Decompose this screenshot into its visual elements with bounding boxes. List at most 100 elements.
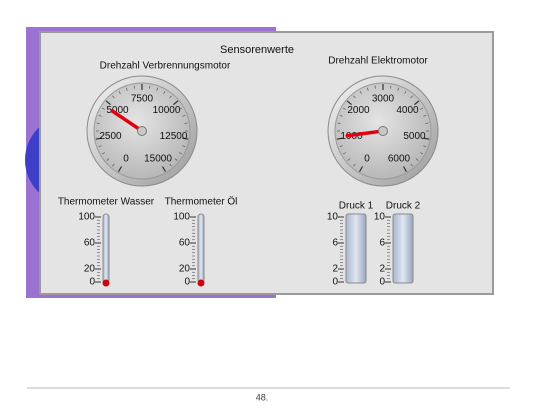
gauge-minor-tick xyxy=(425,122,429,124)
tank-tick-label: 6 xyxy=(332,238,338,249)
gauge-minor-tick xyxy=(182,145,186,148)
gauge-tick xyxy=(173,100,179,106)
gauge-tick-label: 7500 xyxy=(131,94,154,105)
gauge-minor-tick xyxy=(106,158,110,161)
gauge-tick-label: 2500 xyxy=(99,131,122,142)
gauge-minor-tick xyxy=(101,152,105,155)
tank-tick-label: 10 xyxy=(374,212,386,223)
gauge-minor-tick xyxy=(179,152,183,155)
thermometer-tick-label: 20 xyxy=(179,264,191,275)
gauge-minor-tick xyxy=(112,95,115,99)
gauge-tick-label: 4000 xyxy=(396,105,419,116)
thermometer-tube xyxy=(197,213,205,284)
gauge-minor-tick xyxy=(163,90,166,94)
gauge-minor-tick xyxy=(133,85,135,89)
gauge-tick xyxy=(336,137,343,140)
thermometer-tick-label: 20 xyxy=(84,264,96,275)
gauge-tick xyxy=(161,166,167,173)
gauge-tick xyxy=(402,166,408,173)
gauge-minor-tick xyxy=(347,158,351,161)
gauge-minor-tick xyxy=(410,95,413,99)
tank-tick-label: 0 xyxy=(379,277,385,288)
tank-tube xyxy=(392,213,414,284)
gauge-minor-tick xyxy=(98,145,102,148)
gauge-minor-tick xyxy=(353,163,356,167)
gauge-minor-tick xyxy=(169,95,172,99)
gauge-tick-label: 15000 xyxy=(144,153,172,164)
gauge-minor-tick xyxy=(174,158,178,161)
gauge-minor-tick xyxy=(359,90,362,94)
gauge-minor-tick xyxy=(125,87,128,91)
gauge-minor-tick xyxy=(149,85,151,89)
gauge-needle xyxy=(345,129,385,138)
thermometer-label: Thermometer Wasser xyxy=(58,197,155,208)
thermometer-tick-label: 60 xyxy=(84,238,96,249)
gauge-tick-label: 2000 xyxy=(347,105,370,116)
gauge-tick-label: 0 xyxy=(123,153,129,164)
gauge-minor-tick xyxy=(101,107,105,110)
gauge-tick xyxy=(105,100,111,106)
gauge-minor-tick xyxy=(423,114,427,117)
gauge-minor-tick xyxy=(410,163,413,167)
gauge-minor-tick xyxy=(98,114,102,117)
thermometer-bulb xyxy=(102,279,110,287)
gauge-minor-tick xyxy=(179,107,183,110)
panel-title: Sensorenwerte xyxy=(220,44,294,56)
gauge-minor-tick xyxy=(420,152,424,155)
gauge-tick xyxy=(414,100,420,106)
gauge-minor-tick xyxy=(415,158,419,161)
tank-tick-label: 6 xyxy=(379,238,385,249)
gauge-minor-tick xyxy=(397,87,400,91)
gauge-tick-label: 0 xyxy=(364,153,370,164)
gauge-minor-tick xyxy=(342,107,346,110)
gauge-minor-tick xyxy=(182,114,186,117)
gauge-minor-tick xyxy=(366,87,369,91)
gauge-tick-label: 6000 xyxy=(388,153,411,164)
gauge-tick-label: 10000 xyxy=(153,105,181,116)
gauge-minor-tick xyxy=(337,122,341,124)
gauge-tick xyxy=(117,166,123,173)
tank-tick-label: 0 xyxy=(332,277,338,288)
gauge-minor-tick xyxy=(390,85,392,89)
gauge-minor-tick xyxy=(169,163,172,167)
gauge-label: Drehzahl Elektromotor xyxy=(328,56,428,67)
gauge-minor-tick xyxy=(184,122,188,124)
tank-tube xyxy=(345,213,367,284)
thermometer-label: Thermometer Öl xyxy=(165,196,238,208)
gauge-minor-tick xyxy=(423,145,427,148)
gauge-minor-tick xyxy=(339,145,343,148)
gauge-hub xyxy=(378,126,388,136)
tank-tick-label: 2 xyxy=(332,264,338,275)
thermometer-tick-label: 0 xyxy=(89,277,95,288)
gauge-minor-tick xyxy=(353,95,356,99)
gauge-minor-tick xyxy=(339,114,343,117)
thermometer-bulb xyxy=(197,279,205,287)
gauge-tick xyxy=(346,100,352,106)
gauge-tick-label: 3000 xyxy=(372,94,395,105)
tank-tick-label: 2 xyxy=(379,264,385,275)
thermometer-tube xyxy=(102,213,110,284)
thermometer-tick-label: 0 xyxy=(184,277,190,288)
gauge-minor-tick xyxy=(118,90,121,94)
gauge-needle xyxy=(110,109,144,133)
gauge-minor-tick xyxy=(404,90,407,94)
tank-label: Druck 1 xyxy=(339,201,374,212)
gauge-minor-tick xyxy=(112,163,115,167)
gauge-minor-tick xyxy=(342,152,346,155)
gauge-label: Drehzahl Verbrennungsmotor xyxy=(100,61,231,72)
thermometer-tick-label: 60 xyxy=(179,238,191,249)
gauge-tick-label: 12500 xyxy=(160,131,188,142)
thermometer-tick-label: 100 xyxy=(173,212,190,223)
thermometer-tick-label: 100 xyxy=(78,212,95,223)
tank-label: Druck 2 xyxy=(386,201,421,212)
gauge-tick xyxy=(423,137,430,140)
gauge-hub xyxy=(137,126,147,136)
gauge-tick xyxy=(182,137,189,140)
gauge-tick xyxy=(358,166,364,173)
gauge-tick-label: 5000 xyxy=(106,105,129,116)
gauge-minor-tick xyxy=(420,107,424,110)
gauge-tick-label: 5000 xyxy=(403,131,426,142)
gauge-minor-tick xyxy=(156,87,159,91)
tank-tick-label: 10 xyxy=(327,212,339,223)
